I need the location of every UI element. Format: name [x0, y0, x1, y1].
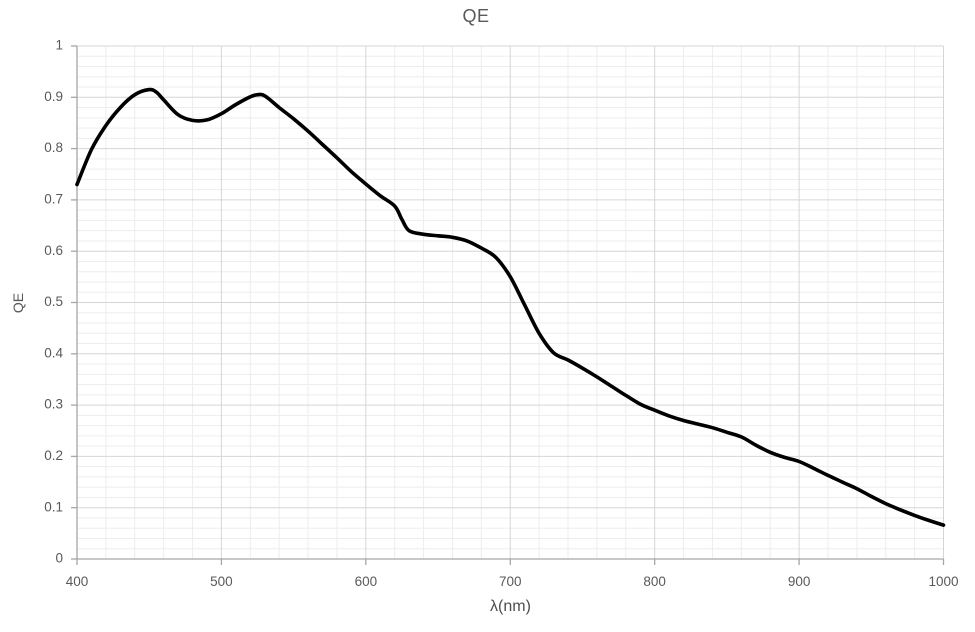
- y-tick-label: 0.9: [44, 89, 63, 104]
- y-tick-label: 0.4: [44, 345, 63, 360]
- y-tick-label: 0: [55, 551, 63, 566]
- y-tick-label: 0.1: [44, 499, 63, 514]
- chart-title: QE: [462, 6, 490, 26]
- y-tick-label: 0.2: [44, 448, 63, 463]
- y-tick-label: 0.5: [44, 294, 63, 309]
- y-axis-title: QE: [10, 292, 26, 314]
- x-axis-title: λ(nm): [490, 598, 531, 615]
- x-tick-label: 900: [788, 574, 811, 589]
- x-tick-label: 600: [355, 574, 378, 589]
- y-tick-label: 0.8: [44, 140, 63, 155]
- qe-curve: [75, 87, 946, 527]
- x-tick-label: 1000: [928, 574, 958, 589]
- y-tick-label: 0.3: [44, 397, 63, 412]
- y-tick-label: 1: [55, 38, 63, 53]
- y-tick-label: 0.6: [44, 243, 63, 258]
- x-tick-label: 400: [66, 574, 89, 589]
- x-tick-label: 700: [499, 574, 522, 589]
- y-tick-label: 0.7: [44, 191, 63, 206]
- x-tick-label: 800: [643, 574, 666, 589]
- x-tick-label: 500: [210, 574, 233, 589]
